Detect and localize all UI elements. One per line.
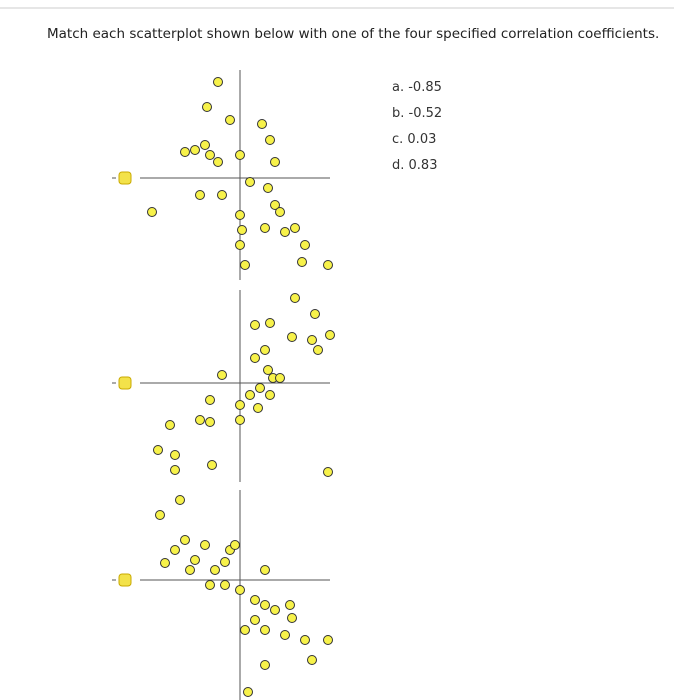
scatter-point (235, 400, 245, 410)
scatter-point (235, 585, 245, 595)
zoom-icon[interactable] (112, 171, 132, 185)
scatter-point (313, 345, 323, 355)
scatter-point (265, 318, 275, 328)
scatter-point (205, 150, 215, 160)
scatter-point (200, 540, 210, 550)
scatter-point (235, 415, 245, 425)
scatter-point (307, 335, 317, 345)
scatter-point (195, 190, 205, 200)
scatter-point (300, 240, 310, 250)
scatter-point (250, 320, 260, 330)
scatter-point (217, 370, 227, 380)
scatter-point (275, 207, 285, 217)
scatter-point (300, 635, 310, 645)
scatter-point (325, 330, 335, 340)
scatter-point (180, 147, 190, 157)
scatter-point (297, 257, 307, 267)
points (147, 77, 335, 697)
scatter-point (275, 373, 285, 383)
zoom-icon[interactable] (112, 573, 132, 587)
scatter-point (280, 630, 290, 640)
scatter-point (205, 395, 215, 405)
scatter-point (257, 119, 267, 129)
scatter-point (237, 225, 247, 235)
option: c. 0.03 (392, 132, 437, 147)
scatter-point (270, 200, 280, 210)
scatter-point (195, 415, 205, 425)
scatter-point (190, 145, 200, 155)
scatter-point (235, 150, 245, 160)
scatter-point (170, 450, 180, 460)
scatter-point (240, 625, 250, 635)
scatter-point (290, 293, 300, 303)
scatter-point (217, 190, 227, 200)
scatter-point (285, 600, 295, 610)
scatter-point (220, 580, 230, 590)
scatter-point (213, 157, 223, 167)
scatter-point (235, 210, 245, 220)
scatter-point (310, 309, 320, 319)
scatter-point (260, 600, 270, 610)
scatter-point (205, 580, 215, 590)
scatter-point (210, 565, 220, 575)
scatter-point (263, 183, 273, 193)
scatter-point (147, 207, 157, 217)
scatter-point (287, 613, 297, 623)
scatter-point (323, 467, 333, 477)
question: Match each scatterplot shown below with … (47, 26, 660, 42)
scatter-point (170, 465, 180, 475)
scatter-point (250, 353, 260, 363)
scatter-point (205, 417, 215, 427)
scatter-point (260, 345, 270, 355)
scatter-point (170, 545, 180, 555)
scatter-point (263, 365, 273, 375)
scatter-point (175, 495, 185, 505)
scatter-point (255, 383, 265, 393)
scatter-point (253, 403, 263, 413)
scatter-point (213, 77, 223, 87)
option: b. -0.52 (392, 106, 443, 121)
option: d. 0.83 (392, 158, 438, 173)
scatter-point (180, 535, 190, 545)
scatter-point (260, 660, 270, 670)
scatter-point (155, 510, 165, 520)
scatter-point (207, 460, 217, 470)
scatter-point (280, 227, 290, 237)
scatter-point (265, 390, 275, 400)
scatter-point (270, 605, 280, 615)
scatter-point (185, 565, 195, 575)
scatter-point (250, 595, 260, 605)
scatter-point (240, 260, 250, 270)
scatter-point (265, 135, 275, 145)
scatter-point (260, 223, 270, 233)
scatter-point (270, 157, 280, 167)
option: a. -0.85 (392, 80, 442, 95)
scatter-point (250, 615, 260, 625)
scatter-point (323, 260, 333, 270)
scatter-point (190, 555, 200, 565)
scatter-point (260, 625, 270, 635)
scatter-point (307, 655, 317, 665)
scatter-point (165, 420, 175, 430)
zoom-icon[interactable] (112, 376, 132, 390)
scatter-point (200, 140, 210, 150)
scatter-point (235, 240, 245, 250)
scatter-point (290, 223, 300, 233)
scatter-point (220, 557, 230, 567)
scatter-point (323, 635, 333, 645)
scatter-point (153, 445, 163, 455)
scatter-point (260, 565, 270, 575)
scatter-point (287, 332, 297, 342)
scatter-point (160, 558, 170, 568)
scatter-point (202, 102, 212, 112)
scatter-point (245, 390, 255, 400)
scatter-point (243, 687, 253, 697)
scatter-point (230, 540, 240, 550)
scatter-point (225, 115, 235, 125)
scatter-point (245, 177, 255, 187)
